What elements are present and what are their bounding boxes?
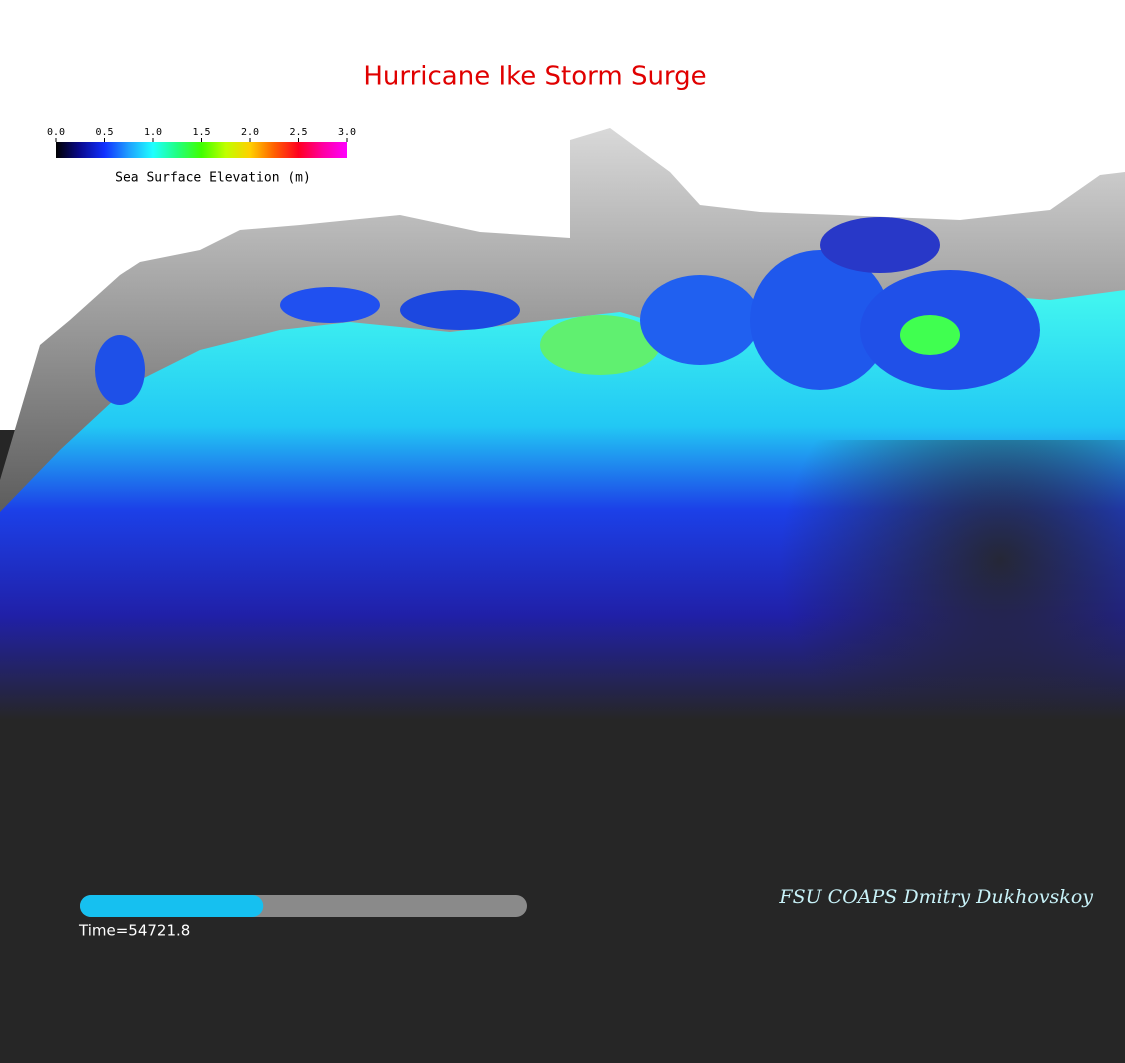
credit: FSU COAPS Dmitry Dukhovskoy	[778, 886, 1093, 908]
bay	[820, 217, 940, 273]
title: Hurricane Ike Storm Surge	[363, 62, 706, 92]
colorbar: 0.0 0.5 1.0 1.5 2.0 2.5 3.0	[47, 127, 356, 158]
tick-label: 3.0	[338, 127, 356, 138]
tick-label: 0.5	[95, 127, 113, 138]
colorbar-ramp	[56, 142, 347, 158]
bay	[750, 250, 890, 390]
surge	[540, 315, 660, 375]
tick-label: 2.5	[289, 127, 307, 138]
flooded-areas	[95, 217, 1040, 405]
colorbar-label: Sea Surface Elevation (m)	[115, 171, 311, 186]
surge	[900, 315, 960, 355]
tick-label: 1.0	[144, 127, 162, 138]
tick-label: 1.5	[192, 127, 210, 138]
tick-label: 0.0	[47, 127, 65, 138]
bay	[280, 287, 380, 323]
progress-fill	[80, 895, 264, 917]
shadow	[0, 440, 1125, 840]
time-label: Time=54721.8	[78, 922, 190, 940]
bay	[400, 290, 520, 330]
tick-label: 2.0	[241, 127, 259, 138]
bay	[640, 275, 760, 365]
bay	[95, 335, 145, 405]
